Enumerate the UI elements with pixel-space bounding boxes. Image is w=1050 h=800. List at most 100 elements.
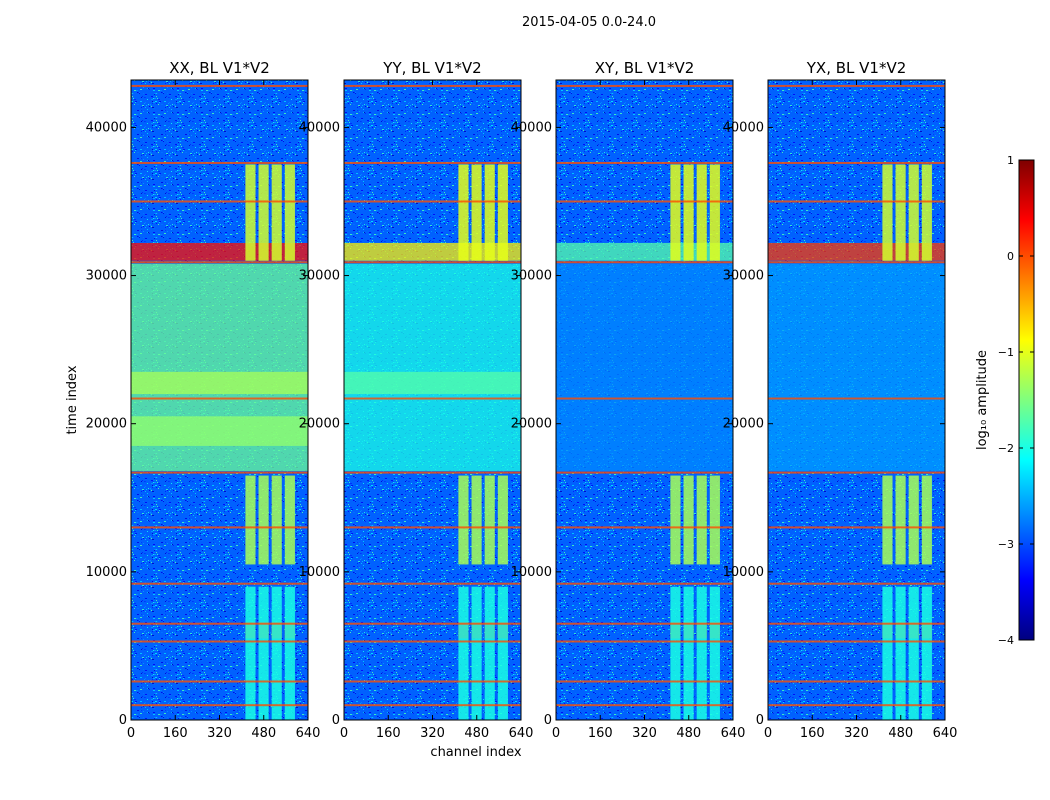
y-tick-label: 10000	[86, 565, 127, 580]
heatmap-band	[131, 416, 308, 446]
rfi-line	[344, 640, 521, 643]
rfi-line	[768, 640, 945, 643]
y-tick-label: 30000	[86, 269, 127, 284]
panel-title: YY, BL V1*V2	[382, 59, 481, 77]
heatmap-block	[284, 164, 295, 261]
y-tick-label: 20000	[723, 417, 764, 432]
x-tick-label: 320	[844, 726, 869, 741]
y-tick-label: 20000	[511, 417, 552, 432]
heatmap-block	[497, 475, 508, 565]
rfi-line	[131, 526, 308, 529]
colorbar: 1 0 −1 −2 −3 −4	[998, 154, 1035, 647]
heatmap-block	[709, 164, 720, 261]
colorbar-tick-label: 0	[1007, 250, 1014, 263]
figure-title: 2015-04-05 0.0-24.0	[522, 15, 656, 30]
heatmap-block	[683, 475, 694, 565]
heatmap-block	[709, 586, 720, 720]
x-tick-label: 480	[251, 726, 276, 741]
heatmap-block	[497, 586, 508, 720]
heatmap-block	[683, 586, 694, 720]
rfi-line	[344, 704, 521, 707]
heatmap-block	[284, 475, 295, 565]
heatmap-block	[696, 475, 707, 565]
heatmap-block	[683, 164, 694, 261]
colorbar-label: log₁₀ amplitude	[975, 350, 990, 450]
heatmap-block	[895, 475, 906, 565]
y-tick-label: 10000	[299, 565, 340, 580]
heatmap-block	[670, 164, 681, 261]
heatmap-block	[245, 475, 256, 565]
y-tick-label: 10000	[511, 565, 552, 580]
x-tick-label: 640	[296, 726, 321, 741]
rfi-line	[768, 84, 945, 87]
y-tick-label: 30000	[299, 269, 340, 284]
heatmap-block	[709, 475, 720, 565]
rfi-line	[344, 200, 521, 203]
x-tick-label: 160	[800, 726, 825, 741]
heatmap-block	[258, 586, 269, 720]
heatmap-block	[882, 475, 893, 565]
heatmap-panels: XX, BL V1*V2 0 160 320 480 640 0 10000 20000 3000…	[86, 59, 958, 741]
y-axis-label: time index	[65, 365, 80, 434]
heatmap-band	[131, 371, 308, 395]
heatmap-block	[271, 475, 282, 565]
y-tick-label: 0	[756, 713, 764, 728]
heatmap-block	[908, 586, 919, 720]
y-tick-label: 40000	[86, 120, 127, 135]
heatmap-block	[471, 586, 482, 720]
rfi-line	[344, 526, 521, 529]
heatmap-panel-4: YX, BL V1*V2 0 160 320 480 640 0 10000 20000 3000…	[723, 59, 958, 741]
rfi-line	[556, 84, 733, 87]
x-tick-label: 480	[888, 726, 913, 741]
heatmap-block	[882, 164, 893, 261]
x-tick-label: 160	[163, 726, 188, 741]
heatmap-block	[271, 164, 282, 261]
rfi-line	[344, 582, 521, 585]
rfi-line	[768, 200, 945, 203]
heatmap-block	[245, 164, 256, 261]
heatmap-block	[670, 586, 681, 720]
heatmap-block	[696, 164, 707, 261]
heatmap-block	[258, 164, 269, 261]
rfi-line	[131, 261, 308, 264]
rfi-line	[768, 704, 945, 707]
rfi-line	[344, 261, 521, 264]
y-tick-label: 40000	[511, 120, 552, 135]
panel-title: YX, BL V1*V2	[806, 59, 907, 77]
rfi-line	[344, 680, 521, 683]
rfi-line	[556, 200, 733, 203]
x-tick-label: 480	[676, 726, 701, 741]
y-tick-label: 0	[332, 713, 340, 728]
rfi-line	[556, 680, 733, 683]
colorbar-tick-label: −4	[998, 634, 1014, 647]
rfi-line	[131, 200, 308, 203]
rfi-line	[556, 582, 733, 585]
heatmap-block	[908, 164, 919, 261]
heatmap-panel-3: XY, BL V1*V2 0 160 320 480 640 0 10000 20000 3000…	[511, 59, 746, 741]
colorbar-tick-label: −3	[998, 538, 1014, 551]
heatmap-block	[921, 475, 932, 565]
rfi-line	[768, 471, 945, 474]
heatmap-band	[556, 263, 733, 472]
heatmap-block	[471, 164, 482, 261]
x-tick-label: 0	[127, 726, 135, 741]
colorbar-scale	[1018, 159, 1035, 641]
panel-title: XX, BL V1*V2	[169, 59, 270, 77]
y-tick-label: 20000	[86, 417, 127, 432]
rfi-line	[556, 261, 733, 264]
y-tick-label: 30000	[723, 269, 764, 284]
y-tick-label: 40000	[723, 120, 764, 135]
rfi-line	[556, 640, 733, 643]
x-tick-label: 160	[376, 726, 401, 741]
x-tick-label: 320	[632, 726, 657, 741]
rfi-line	[131, 640, 308, 643]
x-tick-label: 320	[207, 726, 232, 741]
heatmap-block	[670, 475, 681, 565]
rfi-line	[344, 471, 521, 474]
rfi-line	[556, 161, 733, 164]
rfi-line	[344, 397, 521, 400]
rfi-line	[768, 397, 945, 400]
heatmap-panel-1: XX, BL V1*V2 0 160 320 480 640 0 10000 20000 3000…	[86, 59, 321, 741]
x-tick-label: 320	[420, 726, 445, 741]
y-tick-label: 40000	[299, 120, 340, 135]
